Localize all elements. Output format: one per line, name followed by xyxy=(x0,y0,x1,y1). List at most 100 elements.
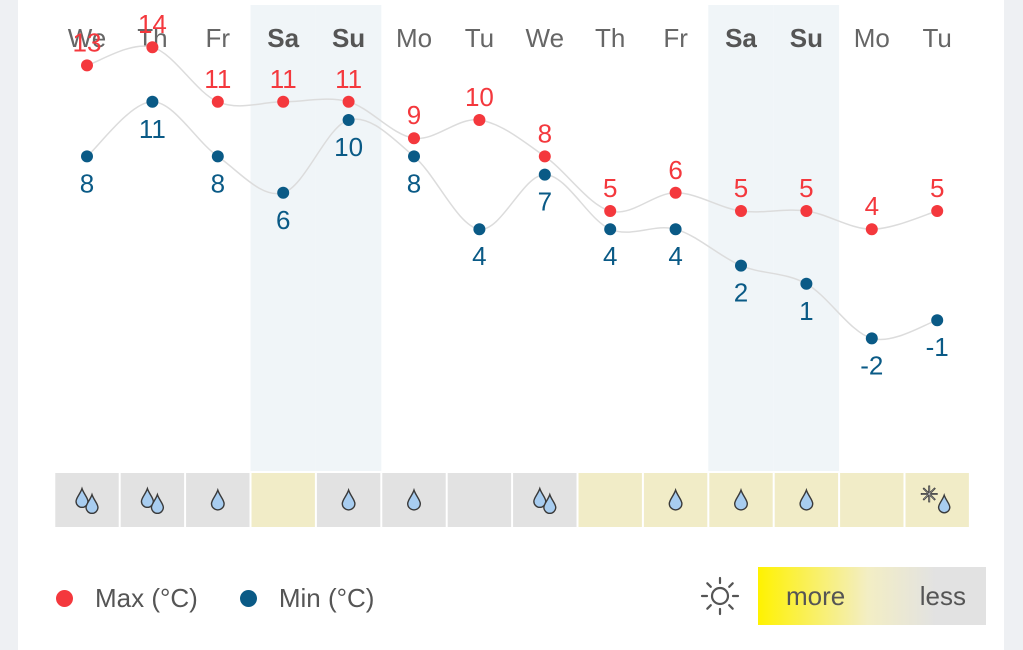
min-value-label: 7 xyxy=(538,187,552,217)
max-value-label: 9 xyxy=(407,100,421,130)
min-point xyxy=(211,150,224,163)
raindrop-icon xyxy=(406,487,422,511)
day-label: Sa xyxy=(725,23,757,53)
max-value-label: 11 xyxy=(204,64,231,94)
min-point xyxy=(735,259,747,272)
max-point xyxy=(342,95,355,108)
raindrop-icon xyxy=(140,486,165,515)
max-point xyxy=(604,205,617,217)
max-value-label: 5 xyxy=(603,173,617,203)
min-value-label: -2 xyxy=(860,350,883,380)
sunshine-more-label: more xyxy=(786,580,846,611)
chart-legend: Max (°C) Min (°C) xyxy=(56,572,416,624)
min-point xyxy=(604,223,617,236)
min-value-label: 2 xyxy=(734,278,748,308)
max-point xyxy=(211,95,224,108)
min-point xyxy=(473,223,486,236)
max-point xyxy=(81,59,93,72)
weekend-band xyxy=(708,5,774,471)
max-value-label: 11 xyxy=(270,64,297,94)
day-label: Mo xyxy=(854,23,890,53)
min-point xyxy=(538,168,551,181)
max-value-label: 11 xyxy=(335,64,362,94)
raindrop-icon xyxy=(733,487,749,511)
max-value-label: 6 xyxy=(668,155,682,185)
max-dot-icon xyxy=(56,589,73,607)
min-point xyxy=(865,332,878,345)
weekend-band xyxy=(315,5,382,471)
day-label: Tu xyxy=(923,23,952,53)
day-label: Su xyxy=(332,23,365,53)
max-value-label: 8 xyxy=(538,118,552,148)
raindrop-icon xyxy=(210,487,225,511)
max-point xyxy=(735,205,747,217)
legend-item-max: Max (°C) xyxy=(56,583,198,614)
min-point xyxy=(342,114,355,126)
legend-min-label: Min (°C) xyxy=(278,582,375,613)
min-point xyxy=(931,314,944,327)
sunshine-cell xyxy=(840,473,904,527)
raindrop-icon xyxy=(533,486,557,515)
min-series-line xyxy=(86,101,938,341)
max-value-label: 13 xyxy=(73,27,102,57)
sunshine-scale: more less xyxy=(700,567,986,625)
day-label: Mo xyxy=(396,23,432,53)
max-point xyxy=(538,150,551,163)
min-value-label: 11 xyxy=(139,114,166,144)
max-value-label: 10 xyxy=(465,82,494,112)
max-value-label: 14 xyxy=(138,9,167,39)
raindrop-icon xyxy=(75,486,99,515)
day-label: Sa xyxy=(267,23,299,53)
day-label: We xyxy=(68,23,107,53)
sunshine-cell xyxy=(905,473,969,527)
max-point xyxy=(669,186,682,199)
weekend-band xyxy=(250,5,316,471)
min-value-label: 4 xyxy=(603,241,617,271)
sun-icon xyxy=(700,576,740,616)
max-value-label: 5 xyxy=(930,173,944,203)
min-point xyxy=(408,150,420,163)
day-label: Su xyxy=(790,23,823,53)
min-value-label: 4 xyxy=(472,241,486,271)
max-point xyxy=(277,95,290,108)
min-value-label: 8 xyxy=(211,168,225,198)
raindrop-icon xyxy=(668,487,683,511)
sunshine-cell xyxy=(578,473,642,527)
sunshine-gradient-bar: more less xyxy=(758,567,986,625)
svg-text:✳: ✳ xyxy=(920,482,938,507)
forecast-card: We Th Fr Sa Su Mo Tu We Th Fr Sa Su Mo Tu 13 14 11 11 11 9 1… xyxy=(18,0,1004,650)
min-point xyxy=(146,95,159,108)
weekend-band xyxy=(773,5,840,471)
legend-item-min: Min (°C) xyxy=(239,582,375,614)
max-point xyxy=(800,205,813,217)
sunshine-cell xyxy=(251,473,315,527)
min-point xyxy=(669,223,682,236)
day-label: We xyxy=(526,23,565,53)
day-label: Fr xyxy=(206,23,231,53)
min-value-label: 10 xyxy=(334,132,363,162)
max-point xyxy=(146,41,159,54)
min-point xyxy=(800,277,813,290)
min-value-label: 4 xyxy=(668,241,682,271)
min-value-label: 8 xyxy=(407,168,421,198)
min-value-label: 1 xyxy=(799,296,813,326)
max-value-label: 5 xyxy=(734,173,748,203)
max-point xyxy=(408,132,420,145)
max-point xyxy=(931,205,944,217)
raindrop-icon xyxy=(799,487,814,511)
min-point xyxy=(81,150,93,163)
min-value-label: 6 xyxy=(276,205,290,235)
sunshine-cell xyxy=(447,473,512,527)
max-value-label: 5 xyxy=(799,173,813,203)
legend-max-label: Max (°C) xyxy=(95,582,198,613)
day-label: Th xyxy=(595,23,625,53)
day-label: Tu xyxy=(465,23,494,53)
day-label: Fr xyxy=(663,23,688,53)
raindrop-icon xyxy=(341,487,356,511)
min-value-label: -1 xyxy=(926,332,949,362)
min-point xyxy=(277,186,290,199)
max-point xyxy=(473,114,486,126)
snow-rain-icon: ✳ xyxy=(920,482,951,514)
sunshine-less-label: less xyxy=(919,580,966,611)
